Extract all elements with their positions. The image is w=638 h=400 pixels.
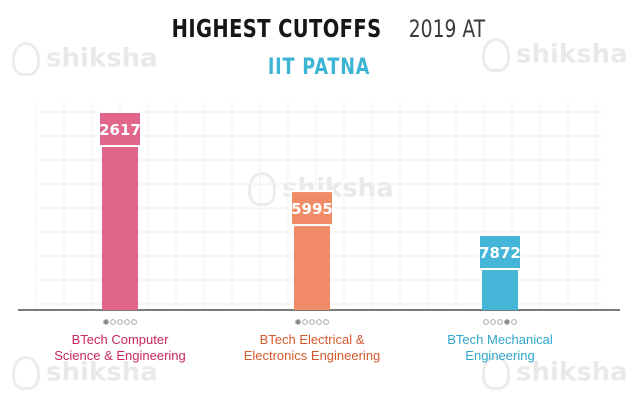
watermark-bottom-right: shiksha (482, 356, 628, 390)
pager-dot (131, 319, 137, 325)
pager-dot (124, 319, 130, 325)
category-label-line: Electronics Engineering (243, 348, 381, 363)
pager-dot (511, 319, 517, 325)
pager-dot (323, 319, 329, 325)
pager-dot (302, 319, 308, 325)
watermark-bottom-left: shiksha (12, 356, 158, 390)
category-label-line: BTech Mechanical (447, 332, 553, 347)
category-label: BTech Electrical & Electronics Engineerin… (227, 332, 397, 364)
pager-dot (110, 319, 116, 325)
chart-title-line: HIGHEST CUTOFFS 2019 AT (0, 14, 638, 43)
watermark-top-left: shiksha (12, 42, 158, 76)
pager-dot (504, 319, 510, 325)
pager-dot (490, 319, 496, 325)
data-label: 7872 (479, 244, 521, 262)
watermark-top-right: shiksha (482, 38, 628, 72)
category-label: BTech Mechanical Engineering (415, 332, 585, 364)
pager-dot (117, 319, 123, 325)
category-label-line: BTech Electrical & (259, 332, 365, 347)
category-label-line: Science & Engineering (54, 348, 186, 363)
data-label-box (98, 111, 142, 147)
chart-title: HIGHEST CUTOFFS (171, 14, 382, 43)
pager-dot (497, 319, 503, 325)
data-label-box (290, 190, 334, 227)
data-label: 5995 (291, 200, 333, 218)
category-label-line: Engineering (465, 348, 535, 363)
pager-dot (483, 319, 489, 325)
category-label-line: BTech Computer (71, 332, 169, 347)
chart-title-year: 2019 AT (408, 15, 485, 43)
category-label: BTech Computer Science & Engineering (35, 332, 205, 364)
data-label-box (478, 234, 522, 270)
pager-dot (309, 319, 315, 325)
data-label: 2617 (99, 121, 141, 139)
chart-header: HIGHEST CUTOFFS 2019 AT IIT PATNA (0, 14, 638, 80)
pager-dot (103, 319, 109, 325)
chart-subtitle: IIT PATNA (267, 55, 371, 80)
pager-dot (316, 319, 322, 325)
pager-dot (295, 319, 301, 325)
